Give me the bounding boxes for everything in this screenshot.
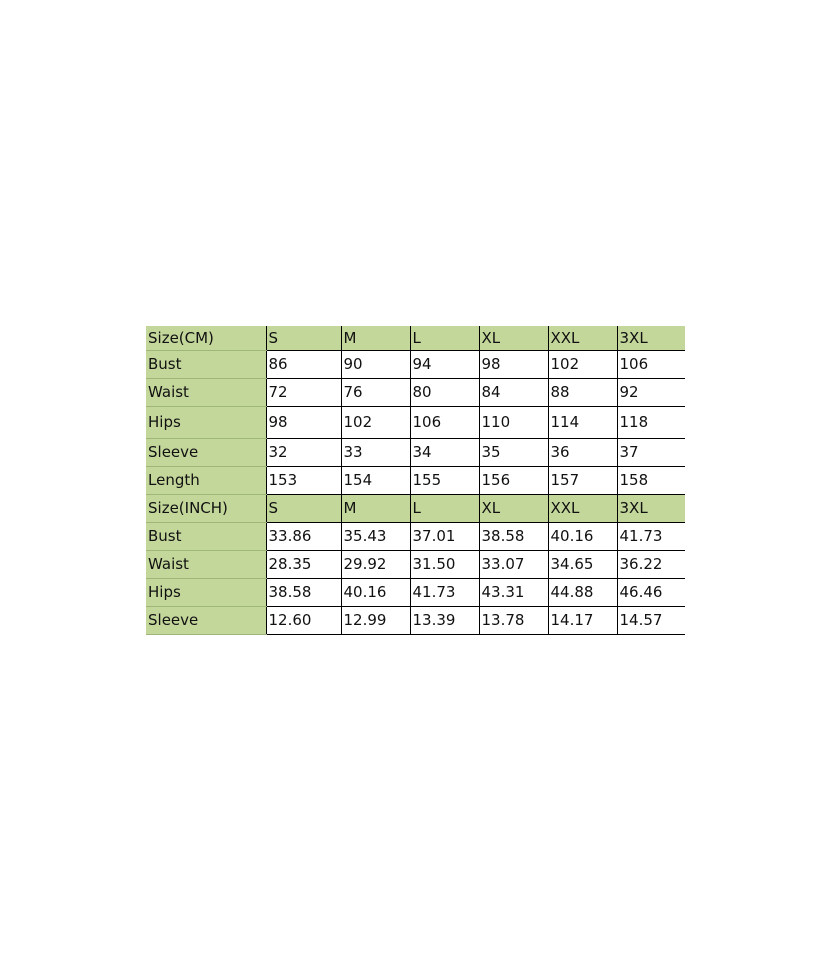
- measurement-value-cell: 13.39: [409, 605, 480, 635]
- measurement-value-cell: 102: [547, 349, 618, 379]
- measurement-value-cell: 13.78: [478, 605, 549, 635]
- header-row: Size(CM) S M L XL XXL 3XL: [146, 326, 685, 351]
- measurement-label-cell: Sleeve: [146, 605, 267, 635]
- measurement-label-cell: Sleeve: [146, 437, 267, 467]
- measurement-value-cell: 154: [340, 465, 411, 495]
- measurement-label-cell: Length: [146, 465, 267, 495]
- measurement-value-cell: 38.58: [478, 521, 549, 551]
- measurement-value-cell: 33.86: [265, 521, 342, 551]
- size-header-cell: M: [340, 494, 411, 523]
- measurement-row: Sleeve 12.60 12.99 13.39 13.78 14.17 14.57: [146, 605, 685, 635]
- measurement-value-cell: 106: [616, 349, 685, 379]
- measurement-value-cell: 88: [547, 377, 618, 407]
- measurement-value-cell: 155: [409, 465, 480, 495]
- measurement-label-cell: Hips: [146, 577, 267, 607]
- size-header-cell: S: [265, 326, 342, 351]
- measurement-value-cell: 86: [265, 349, 342, 379]
- measurement-value-cell: 35: [478, 437, 549, 467]
- size-header-cell: M: [340, 326, 411, 351]
- measurement-row: Bust 86 90 94 98 102 106: [146, 349, 685, 379]
- measurement-value-cell: 90: [340, 349, 411, 379]
- measurement-value-cell: 28.35: [265, 549, 342, 579]
- measurement-value-cell: 84: [478, 377, 549, 407]
- size-header-cell: S: [265, 494, 342, 523]
- size-chart-body: Size(CM) S M L XL XXL 3XL Bust 86 90 94 98 102 106 Wai…: [146, 326, 685, 635]
- measurement-value-cell: 33.07: [478, 549, 549, 579]
- measurement-value-cell: 110: [478, 405, 549, 439]
- measurement-value-cell: 106: [409, 405, 480, 439]
- measurement-value-cell: 14.57: [616, 605, 685, 635]
- measurement-value-cell: 98: [478, 349, 549, 379]
- measurement-value-cell: 102: [340, 405, 411, 439]
- measurement-value-cell: 37: [616, 437, 685, 467]
- measurement-value-cell: 35.43: [340, 521, 411, 551]
- measurement-value-cell: 31.50: [409, 549, 480, 579]
- measurement-value-cell: 158: [616, 465, 685, 495]
- measurement-value-cell: 118: [616, 405, 685, 439]
- measurement-row: Length 153 154 155 156 157 158: [146, 465, 685, 495]
- measurement-value-cell: 46.46: [616, 577, 685, 607]
- measurement-value-cell: 114: [547, 405, 618, 439]
- measurement-value-cell: 44.88: [547, 577, 618, 607]
- measurement-value-cell: 157: [547, 465, 618, 495]
- measurement-value-cell: 38.58: [265, 577, 342, 607]
- size-header-cell: 3XL: [616, 326, 685, 351]
- size-header-cell: L: [409, 326, 480, 351]
- measurement-value-cell: 32: [265, 437, 342, 467]
- measurement-value-cell: 153: [265, 465, 342, 495]
- measurement-label-cell: Waist: [146, 549, 267, 579]
- measurement-value-cell: 14.17: [547, 605, 618, 635]
- size-header-cell: L: [409, 494, 480, 523]
- measurement-value-cell: 34: [409, 437, 480, 467]
- measurement-row: Hips 98 102 106 110 114 118: [146, 405, 685, 439]
- size-header-cell: 3XL: [616, 494, 685, 523]
- size-header-cell: XL: [478, 494, 549, 523]
- measurement-value-cell: 36.22: [616, 549, 685, 579]
- size-chart-table: Size(CM) S M L XL XXL 3XL Bust 86 90 94 98 102 106 Wai…: [146, 326, 685, 635]
- size-header-cell: XXL: [547, 326, 618, 351]
- measurement-label-cell: Hips: [146, 405, 267, 439]
- measurement-label-cell: Bust: [146, 349, 267, 379]
- unit-header-cell: Size(INCH): [146, 494, 267, 523]
- measurement-row: Waist 28.35 29.92 31.50 33.07 34.65 36.22: [146, 549, 685, 579]
- measurement-value-cell: 12.60: [265, 605, 342, 635]
- measurement-row: Sleeve 32 33 34 35 36 37: [146, 437, 685, 467]
- measurement-row: Bust 33.86 35.43 37.01 38.58 40.16 41.73: [146, 521, 685, 551]
- measurement-value-cell: 34.65: [547, 549, 618, 579]
- measurement-label-cell: Bust: [146, 521, 267, 551]
- measurement-value-cell: 98: [265, 405, 342, 439]
- measurement-value-cell: 37.01: [409, 521, 480, 551]
- measurement-value-cell: 43.31: [478, 577, 549, 607]
- measurement-label-cell: Waist: [146, 377, 267, 407]
- measurement-row: Hips 38.58 40.16 41.73 43.31 44.88 46.46: [146, 577, 685, 607]
- measurement-value-cell: 156: [478, 465, 549, 495]
- measurement-value-cell: 12.99: [340, 605, 411, 635]
- measurement-value-cell: 94: [409, 349, 480, 379]
- size-header-cell: XXL: [547, 494, 618, 523]
- measurement-value-cell: 41.73: [616, 521, 685, 551]
- measurement-row: Waist 72 76 80 84 88 92: [146, 377, 685, 407]
- measurement-value-cell: 40.16: [340, 577, 411, 607]
- measurement-value-cell: 92: [616, 377, 685, 407]
- unit-header-cell: Size(CM): [146, 326, 267, 351]
- measurement-value-cell: 36: [547, 437, 618, 467]
- measurement-value-cell: 72: [265, 377, 342, 407]
- header-row: Size(INCH) S M L XL XXL 3XL: [146, 494, 685, 523]
- measurement-value-cell: 80: [409, 377, 480, 407]
- measurement-value-cell: 40.16: [547, 521, 618, 551]
- size-header-cell: XL: [478, 326, 549, 351]
- measurement-value-cell: 76: [340, 377, 411, 407]
- measurement-value-cell: 41.73: [409, 577, 480, 607]
- measurement-value-cell: 29.92: [340, 549, 411, 579]
- measurement-value-cell: 33: [340, 437, 411, 467]
